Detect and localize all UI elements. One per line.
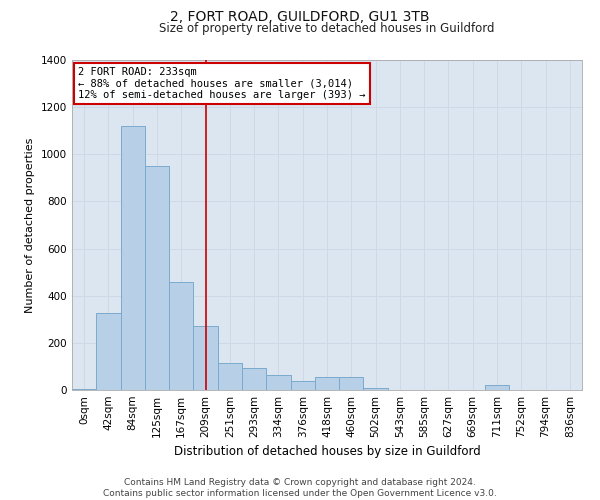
Bar [169,282,193,390]
Bar [266,374,290,390]
Bar [96,314,121,390]
Bar [145,166,169,390]
Bar [218,363,242,390]
Bar [242,368,266,390]
Bar [121,126,145,390]
Text: Contains HM Land Registry data © Crown copyright and database right 2024.
Contai: Contains HM Land Registry data © Crown c… [103,478,497,498]
Text: 2, FORT ROAD, GUILDFORD, GU1 3TB: 2, FORT ROAD, GUILDFORD, GU1 3TB [170,10,430,24]
Bar [315,377,339,390]
Bar [485,386,509,390]
Title: Size of property relative to detached houses in Guildford: Size of property relative to detached ho… [159,22,495,35]
Bar [339,377,364,390]
X-axis label: Distribution of detached houses by size in Guildford: Distribution of detached houses by size … [173,446,481,458]
Bar [72,389,96,390]
Bar [290,380,315,390]
Y-axis label: Number of detached properties: Number of detached properties [25,138,35,312]
Bar [193,326,218,390]
Bar [364,388,388,390]
Text: 2 FORT ROAD: 233sqm
← 88% of detached houses are smaller (3,014)
12% of semi-det: 2 FORT ROAD: 233sqm ← 88% of detached ho… [78,67,365,100]
